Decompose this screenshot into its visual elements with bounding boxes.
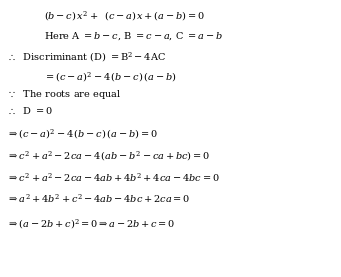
Text: $\because$  The roots are equal: $\because$ The roots are equal: [7, 88, 121, 101]
Text: $\therefore$  Discriminant (D) $= \mathrm{B}^2 - 4\mathrm{AC}$: $\therefore$ Discriminant (D) $= \mathrm…: [7, 50, 166, 64]
Text: $\Rightarrow (a-2b+c)^2 = 0 \Rightarrow a-2b+c = 0$: $\Rightarrow (a-2b+c)^2 = 0 \Rightarrow …: [7, 217, 175, 231]
Text: Here A $= b-c$, B $= c-a$, C $= a-b$: Here A $= b-c$, B $= c-a$, C $= a-b$: [44, 30, 222, 42]
Text: $(b-c)\,x^2+\;\;(c-a)\,x+(a-b)=0$: $(b-c)\,x^2+\;\;(c-a)\,x+(a-b)=0$: [44, 9, 204, 23]
Text: $= (c-a)^2 - 4\,(b-c)\,(a-b)$: $= (c-a)^2 - 4\,(b-c)\,(a-b)$: [44, 71, 176, 84]
Text: $\Rightarrow c^2+a^2-2ca-4ab+4b^2+4ca-4bc = 0$: $\Rightarrow c^2+a^2-2ca-4ab+4b^2+4ca-4b…: [7, 171, 219, 184]
Text: $\Rightarrow (c-a)^2 - 4\,(b-c)\,(a-b) = 0$: $\Rightarrow (c-a)^2 - 4\,(b-c)\,(a-b) =…: [7, 128, 157, 141]
Text: $\Rightarrow a^2+4b^2+c^2-4ab-4bc+2ca = 0$: $\Rightarrow a^2+4b^2+c^2-4ab-4bc+2ca = …: [7, 193, 190, 205]
Text: $\Rightarrow c^2+a^2-2ca-4\,(ab-b^2-ca+bc) = 0$: $\Rightarrow c^2+a^2-2ca-4\,(ab-b^2-ca+b…: [7, 149, 210, 163]
Text: $\therefore$  D $= 0$: $\therefore$ D $= 0$: [7, 106, 53, 116]
